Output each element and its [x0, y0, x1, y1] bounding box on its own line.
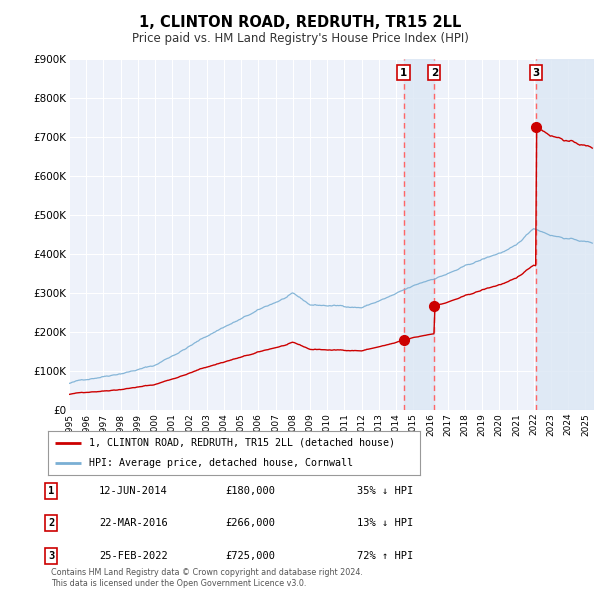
- Text: 1, CLINTON ROAD, REDRUTH, TR15 2LL: 1, CLINTON ROAD, REDRUTH, TR15 2LL: [139, 15, 461, 30]
- Text: 13% ↓ HPI: 13% ↓ HPI: [357, 519, 413, 528]
- Text: 2: 2: [431, 68, 438, 78]
- Bar: [404, 59, 434, 410]
- Text: Price paid vs. HM Land Registry's House Price Index (HPI): Price paid vs. HM Land Registry's House …: [131, 32, 469, 45]
- Text: £180,000: £180,000: [225, 486, 275, 496]
- Text: 25-FEB-2022: 25-FEB-2022: [99, 551, 168, 560]
- Text: 2: 2: [48, 519, 54, 528]
- Text: 72% ↑ HPI: 72% ↑ HPI: [357, 551, 413, 560]
- Text: Contains HM Land Registry data © Crown copyright and database right 2024.: Contains HM Land Registry data © Crown c…: [51, 568, 363, 577]
- Text: 3: 3: [48, 551, 54, 560]
- Text: 1: 1: [48, 486, 54, 496]
- Text: This data is licensed under the Open Government Licence v3.0.: This data is licensed under the Open Gov…: [51, 579, 307, 588]
- Text: £266,000: £266,000: [225, 519, 275, 528]
- Text: HPI: Average price, detached house, Cornwall: HPI: Average price, detached house, Corn…: [89, 458, 353, 468]
- Text: 35% ↓ HPI: 35% ↓ HPI: [357, 486, 413, 496]
- Text: 3: 3: [532, 68, 539, 78]
- Text: 1: 1: [400, 68, 407, 78]
- Text: 22-MAR-2016: 22-MAR-2016: [99, 519, 168, 528]
- Text: 1, CLINTON ROAD, REDRUTH, TR15 2LL (detached house): 1, CLINTON ROAD, REDRUTH, TR15 2LL (deta…: [89, 438, 395, 448]
- Text: £725,000: £725,000: [225, 551, 275, 560]
- Text: 12-JUN-2014: 12-JUN-2014: [99, 486, 168, 496]
- Bar: [536, 59, 594, 410]
